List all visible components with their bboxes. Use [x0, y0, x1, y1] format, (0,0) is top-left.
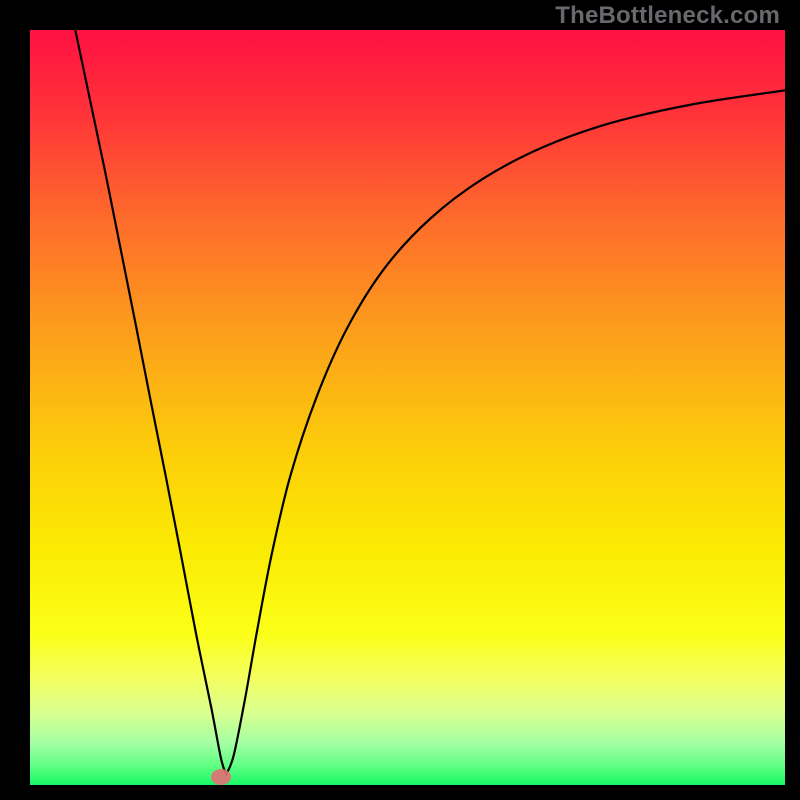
source-watermark: TheBottleneck.com: [555, 2, 780, 30]
bottleneck-curve: [75, 30, 785, 774]
bottleneck-chart: [30, 30, 785, 785]
minimum-marker: [211, 769, 231, 785]
gradient-background: [30, 30, 785, 785]
chart-frame: TheBottleneck.com: [0, 0, 800, 800]
plot-area: [30, 30, 785, 785]
